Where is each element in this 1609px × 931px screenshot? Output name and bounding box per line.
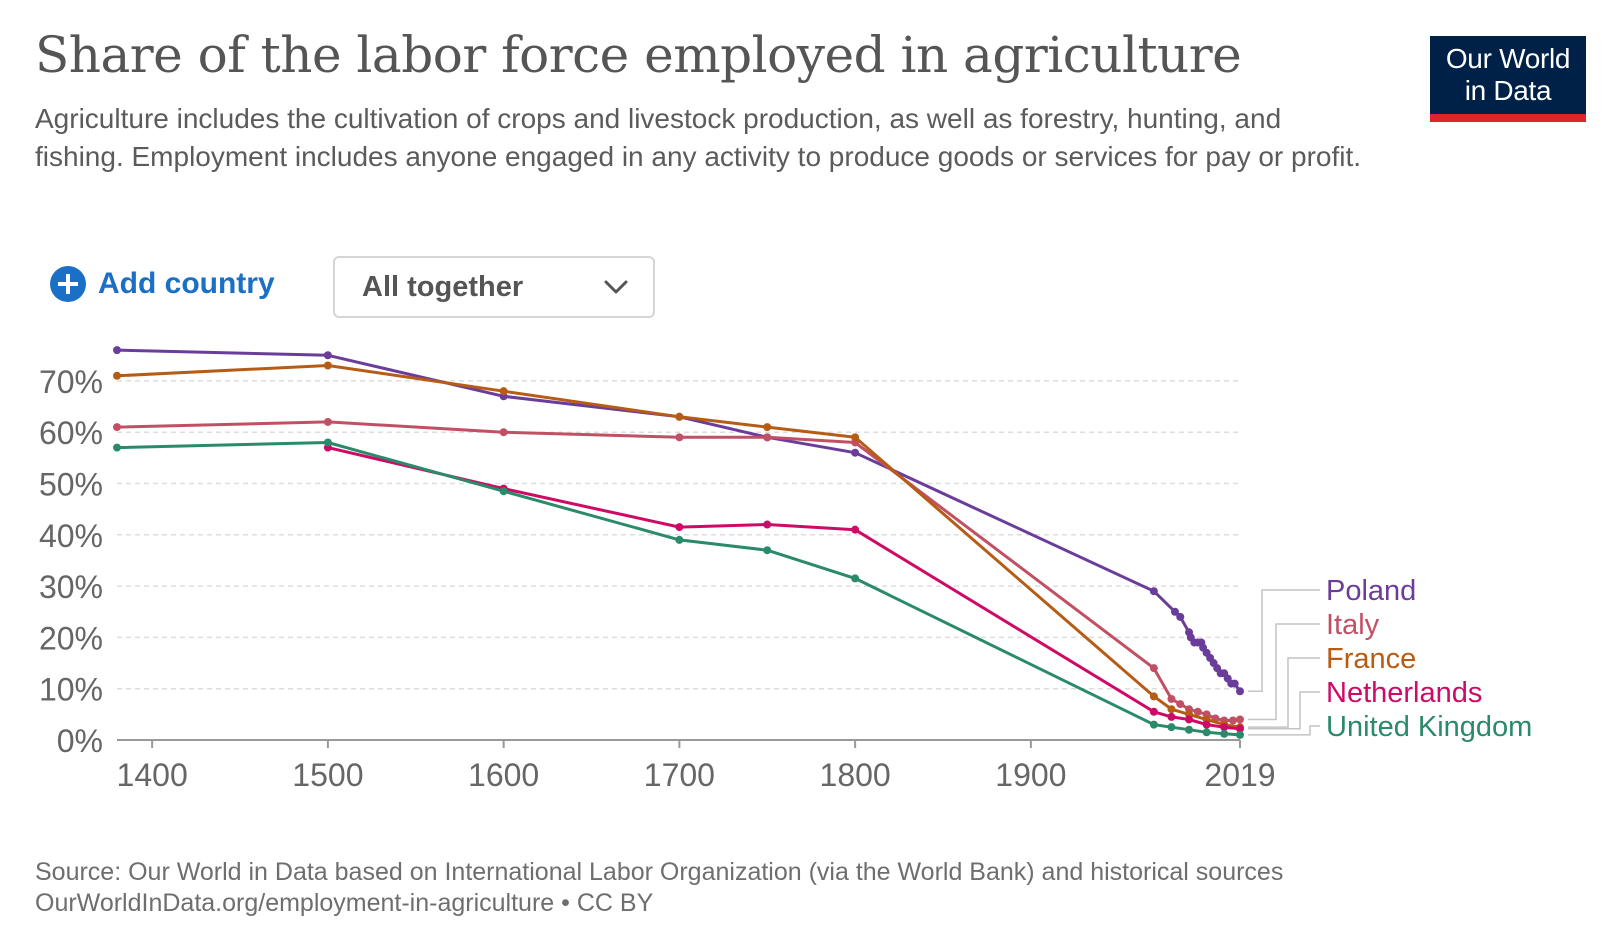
- y-tick-label: 0%: [57, 723, 103, 759]
- chart-title: Share of the labor force employed in agr…: [35, 26, 1242, 84]
- data-point-united-kingdom: [499, 487, 508, 496]
- data-point-netherlands: [1167, 712, 1176, 721]
- legend-connector-netherlands: [1248, 691, 1320, 730]
- legend-label-poland: Poland: [1326, 575, 1416, 607]
- y-tick-label: 20%: [39, 620, 103, 656]
- data-point-netherlands: [1236, 724, 1244, 733]
- data-point-united-kingdom: [763, 546, 772, 555]
- view-mode-select[interactable]: All together: [333, 256, 655, 318]
- y-tick-label: 70%: [39, 364, 103, 400]
- data-point-netherlands: [763, 520, 772, 529]
- data-point-italy: [1176, 700, 1185, 709]
- chart-subtitle: Agriculture includes the cultivation of …: [35, 103, 1362, 172]
- legend-connector-france: [1248, 657, 1320, 728]
- data-point-france: [1167, 705, 1176, 714]
- data-point-italy: [323, 417, 332, 426]
- x-tick-label: 1700: [644, 757, 715, 793]
- series-line-italy: [115, 420, 1242, 722]
- data-point-united-kingdom: [1220, 729, 1229, 738]
- data-point-poland: [1149, 587, 1158, 596]
- plus-circle-icon: [50, 266, 86, 302]
- source-note: Source: Our World in Data based on Inter…: [35, 857, 1283, 919]
- legend-connector-united-kingdom: [1248, 725, 1320, 736]
- data-point-italy: [675, 433, 684, 442]
- data-point-poland: [1236, 687, 1244, 696]
- y-tick-label: 50%: [39, 467, 103, 503]
- data-point-france: [675, 412, 684, 421]
- line-chart: 0% 10% 20% 30% 40% 50% 60% 70% 1400 1500 1600 1700 1…: [39, 346, 1532, 793]
- view-mode-value: All together: [362, 270, 524, 303]
- source-url[interactable]: OurWorldInData.org/employment-in-agricul…: [35, 889, 654, 917]
- y-tick-label: 10%: [39, 672, 103, 708]
- data-point-france: [851, 433, 860, 442]
- data-point-italy: [499, 428, 508, 437]
- data-point-poland: [1176, 612, 1185, 621]
- data-point-poland: [113, 346, 121, 355]
- data-point-france: [1149, 692, 1158, 701]
- x-tick-label: 1400: [117, 757, 188, 793]
- data-point-united-kingdom: [113, 443, 121, 452]
- x-tick-label: 1500: [292, 757, 363, 793]
- legend-label-italy: Italy: [1326, 609, 1380, 641]
- data-point-poland: [323, 351, 332, 360]
- data-point-italy: [1228, 716, 1237, 725]
- legend-connector-italy: [1248, 623, 1320, 721]
- x-tick-label: 2019: [1204, 757, 1275, 793]
- data-point-france: [499, 387, 508, 396]
- owid-logo[interactable]: Our World in Data: [1430, 36, 1586, 122]
- legend-label-france: France: [1326, 643, 1416, 675]
- add-country-button[interactable]: Add country: [50, 266, 275, 302]
- data-point-netherlands: [675, 523, 684, 532]
- data-point-united-kingdom: [1149, 720, 1158, 729]
- y-tick-label: 40%: [39, 518, 103, 554]
- data-point-poland: [851, 448, 860, 457]
- chevron-down-icon: [604, 280, 628, 294]
- data-point-united-kingdom: [1202, 728, 1211, 737]
- data-point-italy: [763, 433, 772, 442]
- x-tick-label: 1900: [995, 757, 1066, 793]
- source-text: Source: Our World in Data based on Inter…: [35, 858, 1284, 886]
- data-point-united-kingdom: [1167, 723, 1176, 732]
- data-point-netherlands: [1202, 720, 1211, 729]
- series-line-united-kingdom: [115, 441, 1242, 737]
- data-point-italy: [1167, 694, 1176, 703]
- logo-line-1: Our World: [1445, 43, 1571, 74]
- data-point-netherlands: [1185, 715, 1194, 724]
- series-line-poland: [115, 348, 1242, 693]
- data-point-italy: [1149, 664, 1158, 673]
- logo-line-2: in Data: [1464, 75, 1552, 106]
- legend-connector-poland: [1248, 589, 1320, 693]
- data-point-netherlands: [1220, 723, 1229, 732]
- data-point-france: [763, 423, 772, 432]
- data-point-united-kingdom: [851, 574, 860, 583]
- legend-label-netherlands: Netherlands: [1326, 677, 1482, 709]
- data-point-italy: [1236, 715, 1244, 724]
- x-tick-label: 1800: [820, 757, 891, 793]
- data-point-poland: [1230, 679, 1239, 688]
- add-country-label: Add country: [98, 267, 275, 300]
- series-line-netherlands: [326, 446, 1242, 731]
- data-point-netherlands: [851, 525, 860, 534]
- data-point-poland: [1170, 607, 1179, 616]
- x-tick-label: 1600: [468, 757, 539, 793]
- data-point-united-kingdom: [323, 438, 332, 447]
- data-point-united-kingdom: [1236, 730, 1244, 739]
- data-point-united-kingdom: [1185, 725, 1194, 734]
- data-point-italy: [113, 423, 121, 432]
- data-point-united-kingdom: [675, 535, 684, 544]
- y-tick-label: 30%: [39, 569, 103, 605]
- data-point-france: [323, 361, 332, 370]
- data-point-netherlands: [1149, 707, 1158, 716]
- data-point-france: [113, 371, 121, 380]
- legend-label-united-kingdom: United Kingdom: [1326, 711, 1532, 743]
- y-tick-label: 60%: [39, 415, 103, 451]
- data-point-italy: [1193, 707, 1202, 716]
